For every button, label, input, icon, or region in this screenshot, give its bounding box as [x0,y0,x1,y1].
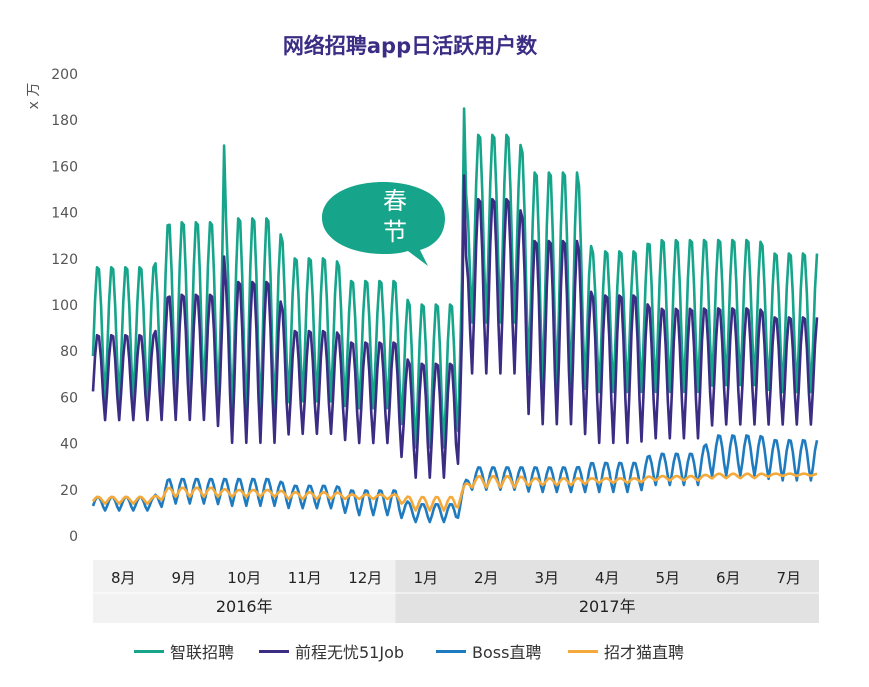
x-month-label: 7月 [776,569,801,587]
callout-bubble [322,182,445,266]
y-tick-label: 0 [69,529,78,545]
y-tick-label: 80 [60,344,78,360]
year-band-2017 [395,560,819,623]
y-tick-label: 180 [51,113,78,129]
y-tick-label: 120 [51,252,78,268]
x-month-label: 10月 [227,569,261,587]
x-month-label: 2月 [474,569,499,587]
legend-item-zhaocaimao: 招才猫直聘 [568,638,684,664]
year-band-2016 [93,560,396,623]
series-line-51job [91,174,819,479]
series-line-boss [91,434,819,524]
legend-label-zhaocaimao: 招才猫直聘 [604,643,685,662]
legend-swatch-51job [259,649,289,653]
legend-label-51job: 前程无忧51Job [295,643,405,662]
y-tick-label: 200 [51,67,78,83]
x-axis-band: 8月 9月 10月 11月 12月 1月 2月 3月 4月 5月 6月 7月 2016年 2017年 [93,560,819,623]
y-tick-label: 60 [60,390,78,406]
y-tick-label: 20 [60,483,78,499]
legend-label-boss: Boss直聘 [472,643,542,662]
x-month-label: 3月 [534,569,559,587]
y-tick-label: 40 [60,437,78,453]
x-year-label: 2016年 [216,597,273,616]
series-layer [91,107,819,524]
x-month-label: 1月 [413,569,438,587]
legend-item-boss: Boss直聘 [436,638,541,664]
y-axis-label: x 万 [26,83,42,110]
x-month-label: 12月 [348,569,382,587]
x-month-label: 11月 [288,569,322,587]
legend-item-51job: 前程无忧51Job [259,638,404,664]
y-tick-label: 100 [51,298,78,314]
legend-label-zhilian: 智联招聘 [170,643,235,662]
y-tick-label: 140 [51,206,78,222]
x-month-label: 8月 [111,569,136,587]
callout-line-1: 春 [383,187,407,215]
spring-festival-callout: 春 节 [322,182,445,266]
y-axis: 0 20 40 60 80 100 120 140 160 180 200 [51,67,78,545]
chart-title: 网络招聘app日活跃用户数 [282,34,538,58]
legend: 智联招聘 前程无忧51Job Boss直聘 招才猫直聘 [0,638,869,664]
x-month-label: 6月 [716,569,741,587]
series-line-zhaocaimao [91,472,818,512]
series-line-zhilian [91,107,819,449]
legend-swatch-boss [436,649,466,653]
legend-item-zhilian: 智联招聘 [134,638,234,664]
callout-line-2: 节 [383,218,407,246]
legend-swatch-zhaocaimao [568,649,598,653]
legend-swatch-zhilian [134,649,164,653]
x-month-label: 5月 [655,569,680,587]
x-month-label: 4月 [595,569,620,587]
x-month-label: 9月 [171,569,196,587]
y-tick-label: 160 [51,159,78,175]
x-year-label: 2017年 [579,597,636,616]
